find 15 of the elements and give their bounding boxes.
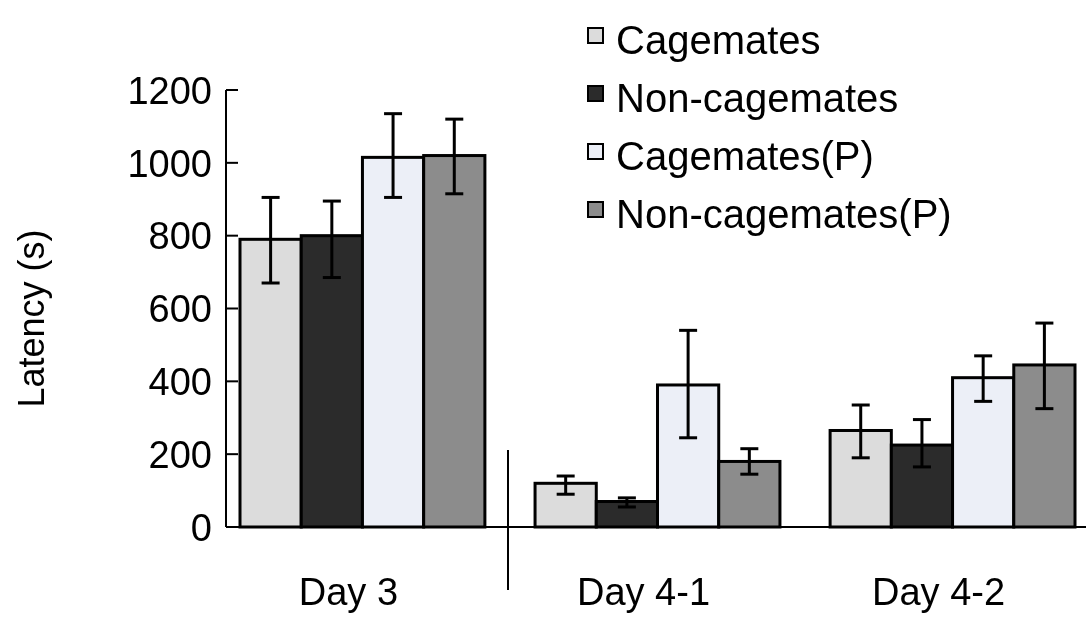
legend-label: Cagemates [616, 18, 821, 63]
x-tick-label: Day 4-1 [576, 571, 711, 613]
y-tick-label: 600 [148, 288, 212, 331]
legend-label: Non-cagemates [616, 76, 899, 121]
y-axis-title: Latency (s) [11, 229, 52, 408]
legend-label: Non-cagemates(P) [616, 192, 952, 237]
legend-label: Cagemates(P) [616, 134, 874, 179]
x-tick-label: Day 4-2 [872, 571, 1006, 613]
y-tick-label: 800 [148, 215, 212, 258]
y-tick-label: 0 [190, 506, 212, 549]
y-tick-label: 1200 [127, 69, 212, 112]
y-tick-label: 400 [148, 361, 212, 404]
y-tick-label: 1000 [127, 142, 212, 185]
y-tick-label: 200 [148, 433, 212, 476]
x-tick-label: Day 3 [298, 571, 399, 613]
